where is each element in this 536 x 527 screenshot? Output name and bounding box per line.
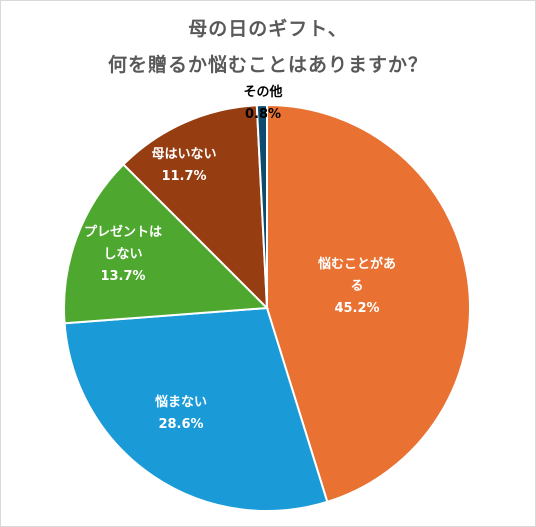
slice-category-label-4: その他 — [243, 84, 282, 100]
slice-category-label-3: 母はいない — [151, 147, 216, 162]
pie-slice-1 — [63, 306, 329, 512]
slice-value-label-0: 45.2% — [334, 301, 379, 316]
slice-value-label-1: 28.6% — [158, 417, 203, 432]
slice-category-label-2: プレゼントは — [84, 224, 162, 240]
pie-slice-2 — [63, 163, 270, 325]
slice-value-label-2: 13.7% — [100, 269, 145, 284]
pie-slice-0 — [266, 103, 472, 504]
slice-category-label-2: しない — [103, 247, 142, 262]
chart-title-line-1: 母の日のギフト、 — [188, 18, 348, 40]
slice-category-label-1: 悩まない — [154, 394, 207, 410]
pie-slice-3 — [122, 104, 269, 311]
slice-category-label-0: る — [350, 279, 363, 294]
chart-title-line-2: 何を贈るか悩むことはありますか？ — [107, 54, 428, 76]
slice-category-label-0: 悩むことがあ — [317, 256, 396, 272]
slice-value-label-3: 11.7% — [161, 169, 206, 184]
slice-value-label-4: 0.8% — [245, 107, 281, 122]
pie-slice-4 — [255, 103, 268, 309]
